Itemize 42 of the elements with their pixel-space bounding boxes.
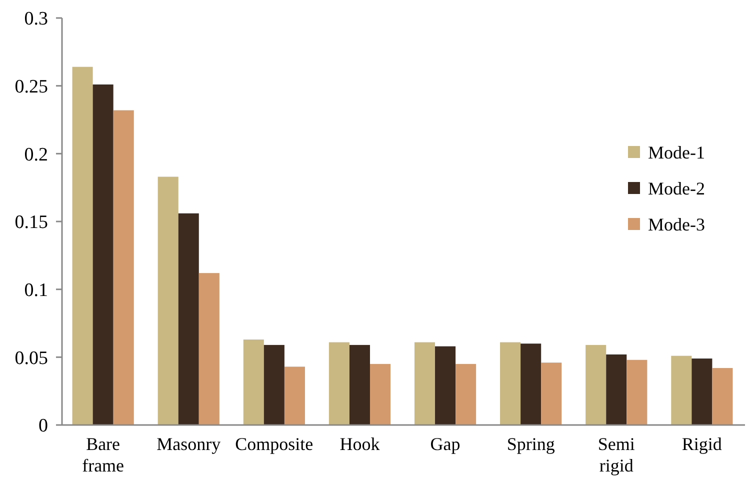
x-tick-label: Bare frame xyxy=(82,434,124,476)
bar xyxy=(370,364,391,425)
x-tick-label: Spring xyxy=(506,434,555,454)
bar xyxy=(541,362,562,425)
y-tick-label: 0.15 xyxy=(14,212,48,234)
bar xyxy=(243,340,264,425)
bar xyxy=(198,273,220,425)
bar xyxy=(626,360,648,425)
bar xyxy=(113,110,134,425)
y-tick-label: 0.3 xyxy=(24,8,48,30)
bar xyxy=(349,344,370,425)
bar xyxy=(712,368,733,425)
legend-label: Mode-2 xyxy=(648,178,705,198)
x-tick-label: Gap xyxy=(430,434,460,454)
bar xyxy=(671,356,692,425)
bar xyxy=(92,84,114,425)
bar xyxy=(178,213,199,425)
x-tick-label: Composite xyxy=(235,434,314,454)
bar xyxy=(500,342,521,425)
bar xyxy=(435,346,456,425)
y-tick-label: 0.2 xyxy=(24,144,48,166)
bar xyxy=(414,342,436,425)
bar xyxy=(264,344,284,425)
bar xyxy=(284,366,305,425)
bar xyxy=(456,364,476,425)
x-tick-label: Hook xyxy=(340,434,380,454)
y-tick-label: 0.1 xyxy=(24,280,48,301)
x-tick-label: Masonry xyxy=(156,434,221,454)
y-tick-label: 0.25 xyxy=(14,76,48,98)
legend-label: Mode-3 xyxy=(648,214,705,234)
bar xyxy=(586,344,606,425)
y-tick-label: 0 xyxy=(38,416,48,437)
bar xyxy=(520,344,542,425)
bar xyxy=(606,354,627,425)
bar xyxy=(328,342,350,425)
bar xyxy=(692,358,712,425)
x-tick-label: Rigid xyxy=(682,434,722,454)
x-tick-label: Semi rigid xyxy=(598,434,635,476)
bar xyxy=(158,176,178,425)
bar xyxy=(72,66,93,425)
y-tick-label: 0.05 xyxy=(14,348,48,369)
legend-label: Mode-1 xyxy=(648,142,705,162)
